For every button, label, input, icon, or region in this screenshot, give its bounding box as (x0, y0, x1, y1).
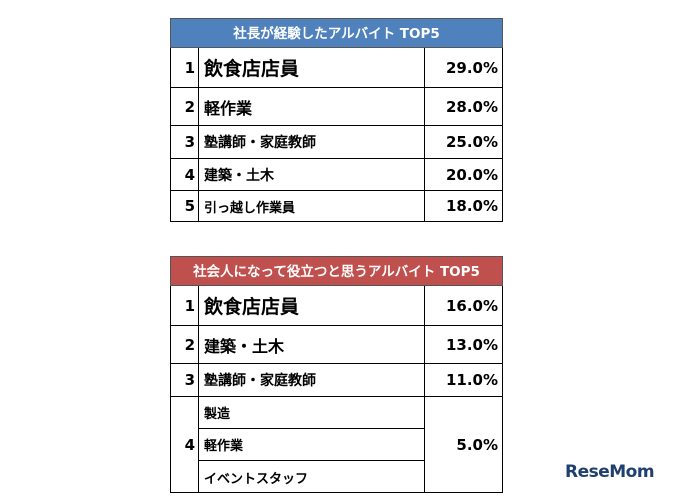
percent-cell: 18.0% (445, 197, 498, 215)
job-cell: 塾講師・家庭教師 (199, 126, 425, 158)
rank-cell: 1 (171, 48, 199, 87)
job-cell: 製造 (199, 397, 425, 429)
table-row-tied: 4 製造 軽作業 イベントスタッフ 5.0% (170, 397, 503, 493)
percent-cell: 20.0% (445, 165, 498, 184)
resemom-logo: ReseMom (565, 462, 655, 482)
table-row: 3 塾講師・家庭教師 11.0% (170, 364, 503, 397)
rank-cell: 2 (171, 88, 199, 125)
job-cell: 飲食店店員 (199, 48, 425, 87)
job-cell: 建築・土木 (199, 326, 425, 363)
table-row: 2 建築・土木 13.0% (170, 326, 503, 364)
table-top5-experienced: 社長が経験したアルバイト TOP5 1 飲食店店員 29.0% 2 軽作業 28… (170, 18, 503, 222)
table-row: 1 飲食店店員 16.0% (170, 286, 503, 326)
percent-cell: 13.0% (445, 335, 498, 354)
rank-cell: 5 (171, 191, 199, 221)
rank-cell: 1 (171, 286, 199, 325)
table-title: 社会人になって役立つと思うアルバイト TOP5 (170, 256, 503, 286)
job-cell: 飲食店店員 (199, 286, 425, 325)
percent-cell: 11.0% (445, 371, 498, 389)
percent-cell: 29.0% (445, 58, 498, 77)
table-row: 3 塾講師・家庭教師 25.0% (170, 126, 503, 159)
job-cell: イベントスタッフ (199, 461, 425, 493)
rank-cell: 3 (171, 126, 199, 158)
table-row: 4 建築・土木 20.0% (170, 159, 503, 191)
rank-cell: 4 (171, 397, 199, 492)
job-cell: 軽作業 (199, 429, 425, 461)
percent-cell: 28.0% (445, 97, 498, 116)
percent-cell: 16.0% (445, 296, 498, 315)
rank-cell: 2 (171, 326, 199, 363)
rank-cell: 3 (171, 364, 199, 396)
table-row: 2 軽作業 28.0% (170, 88, 503, 126)
percent-cell: 25.0% (445, 133, 498, 151)
job-cell: 軽作業 (199, 88, 425, 125)
table-title: 社長が経験したアルバイト TOP5 (170, 18, 503, 48)
table-row: 5 引っ越し作業員 18.0% (170, 191, 503, 222)
job-cell: 塾講師・家庭教師 (199, 364, 425, 396)
job-cell: 建築・土木 (199, 159, 425, 190)
percent-cell: 5.0% (456, 435, 498, 454)
table-top5-useful: 社会人になって役立つと思うアルバイト TOP5 1 飲食店店員 16.0% 2 … (170, 256, 503, 493)
job-cell: 引っ越し作業員 (199, 191, 425, 221)
rank-cell: 4 (171, 159, 199, 190)
table-row: 1 飲食店店員 29.0% (170, 48, 503, 88)
